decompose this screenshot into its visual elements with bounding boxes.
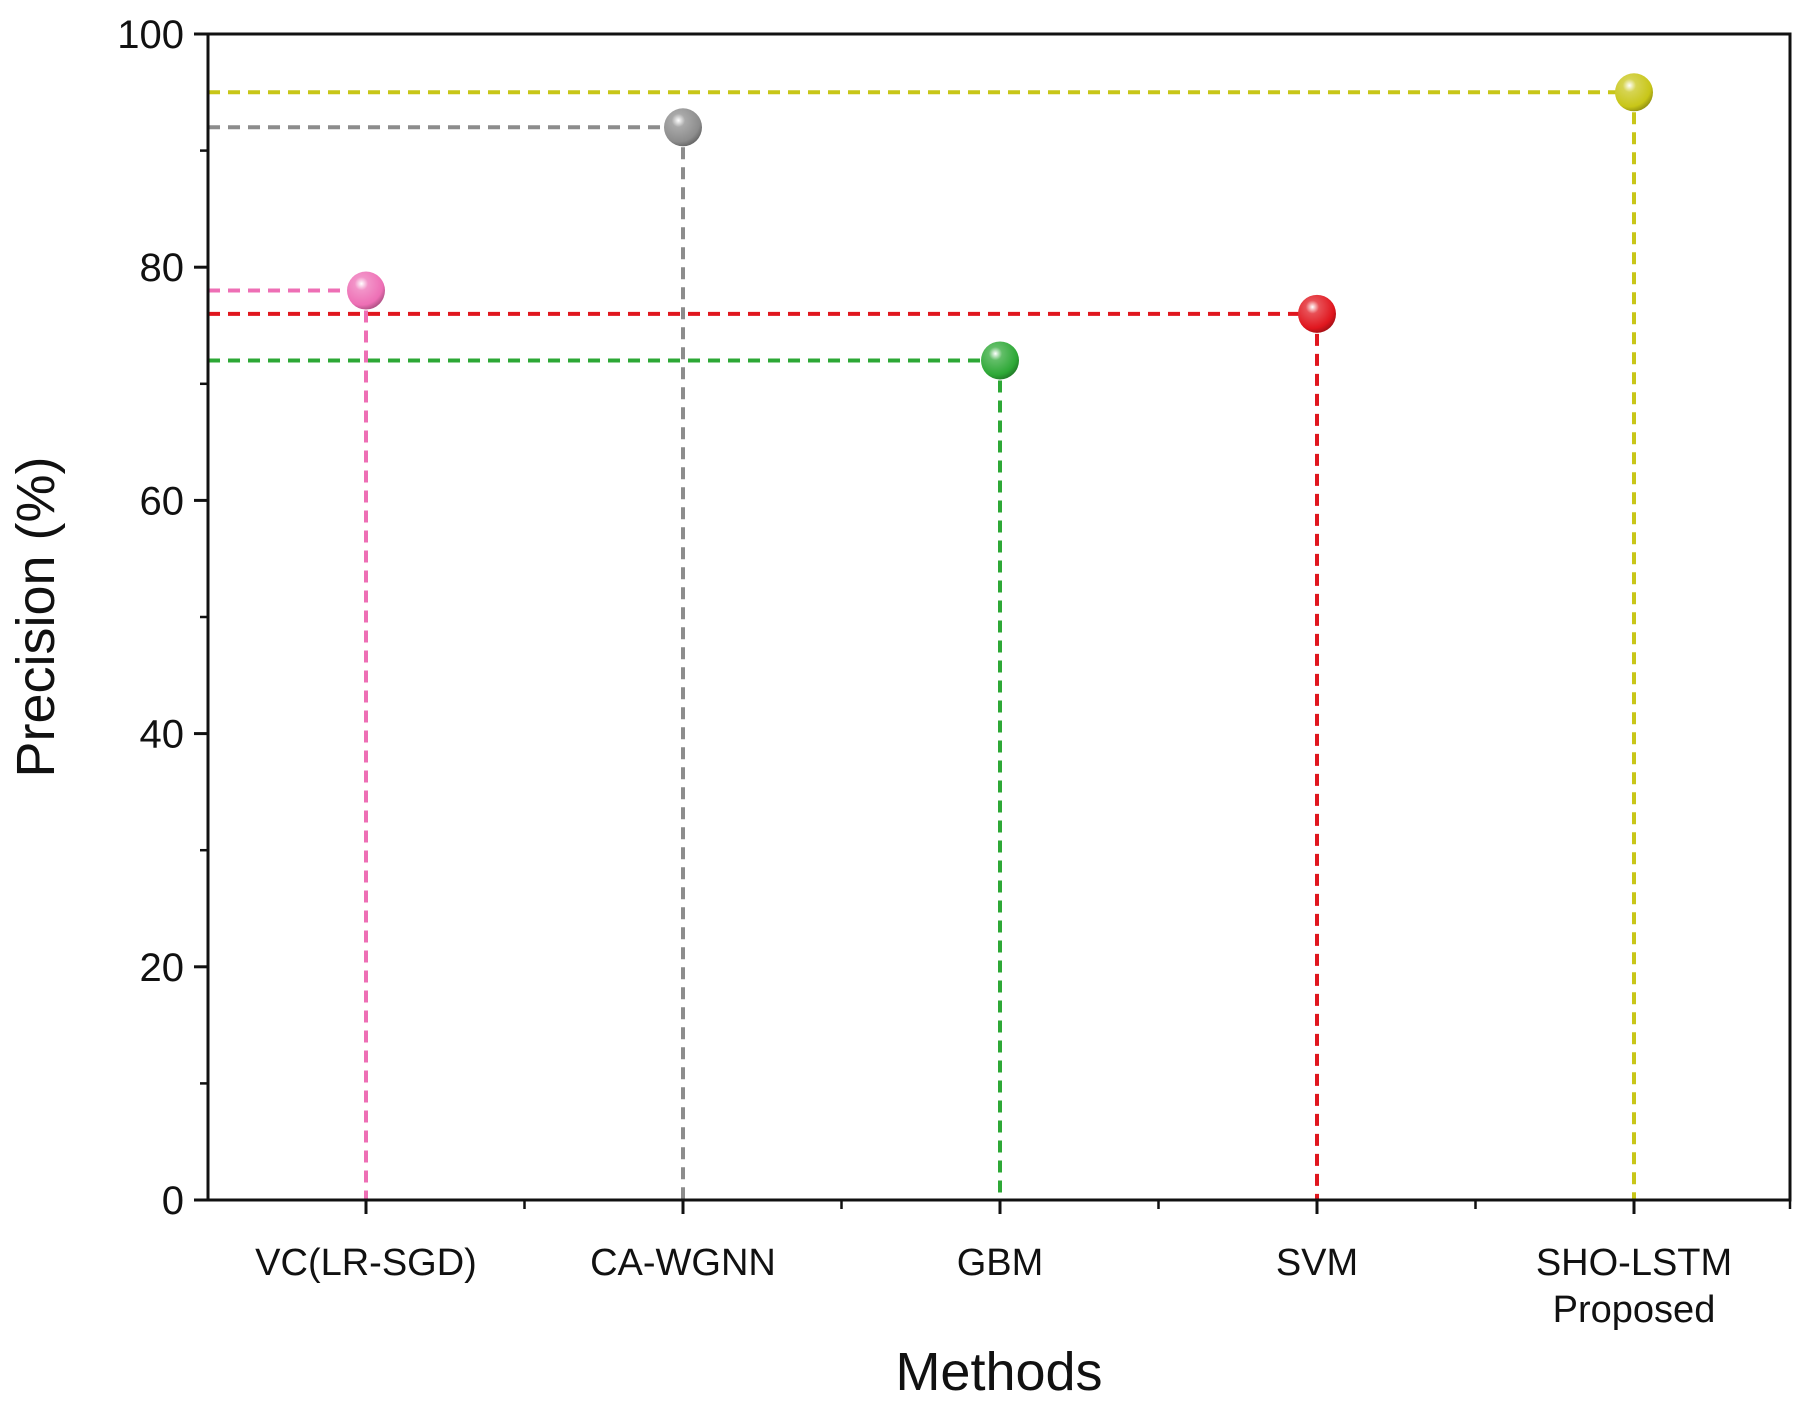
y-tick-label: 40 [140, 713, 185, 757]
y-tick-label: 0 [162, 1179, 184, 1223]
y-tick-label: 80 [140, 246, 185, 290]
x-tick-label: SHO-LSTM [1536, 1242, 1732, 1284]
x-tick-label: CA-WGNN [590, 1242, 776, 1284]
x-tick-sublabel: Proposed [1553, 1289, 1716, 1331]
data-point [981, 341, 1019, 380]
data-points [347, 73, 1653, 380]
y-axis-ticks: 0 20 40 60 80 100 [117, 13, 208, 1223]
data-point [1298, 294, 1336, 333]
x-axis-ticks: VC(LR-SGD) CA-WGNN GBM SVM SHO-LSTM Proposed [255, 1200, 1792, 1331]
data-point [347, 271, 385, 310]
x-tick-label: VC(LR-SGD) [255, 1242, 477, 1284]
x-tick-label: GBM [957, 1242, 1044, 1284]
drop-lines [208, 90, 1636, 1200]
data-point [1615, 73, 1653, 112]
y-tick-label: 60 [140, 479, 185, 523]
data-point [664, 108, 702, 147]
x-axis-title: Methods [895, 1342, 1102, 1402]
y-axis-title: Precision (%) [6, 456, 66, 777]
y-tick-label: 20 [140, 946, 185, 990]
y-tick-label: 100 [117, 13, 184, 57]
x-tick-label: SVM [1276, 1242, 1358, 1284]
